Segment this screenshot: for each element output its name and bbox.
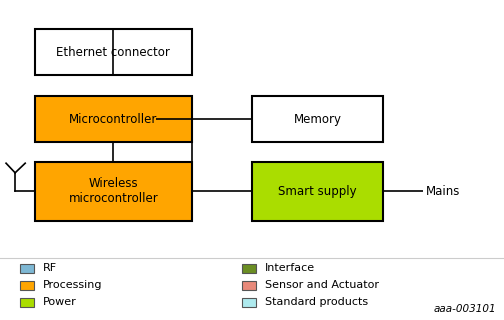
Text: Ethernet connector: Ethernet connector (56, 45, 170, 59)
Bar (252, 96, 383, 142)
Bar (20, 298, 34, 307)
Text: aaa-003101: aaa-003101 (433, 304, 496, 314)
Text: Mains: Mains (426, 185, 460, 197)
Bar (242, 264, 256, 273)
Text: Smart supply: Smart supply (278, 185, 357, 198)
Bar (252, 162, 383, 221)
Bar (35, 96, 192, 142)
Text: Standard products: Standard products (265, 297, 368, 307)
Bar (35, 29, 192, 75)
Text: Wireless
microcontroller: Wireless microcontroller (69, 177, 158, 205)
Bar (35, 162, 192, 221)
Text: RF: RF (43, 263, 57, 273)
Text: Processing: Processing (43, 280, 103, 290)
Bar (20, 264, 34, 273)
Bar (20, 281, 34, 290)
Bar (242, 281, 256, 290)
Text: Interface: Interface (265, 263, 315, 273)
Text: Sensor and Actuator: Sensor and Actuator (265, 280, 379, 290)
Text: Microcontroller: Microcontroller (69, 113, 158, 126)
Text: Memory: Memory (293, 113, 342, 126)
Bar (242, 298, 256, 307)
Text: Power: Power (43, 297, 77, 307)
